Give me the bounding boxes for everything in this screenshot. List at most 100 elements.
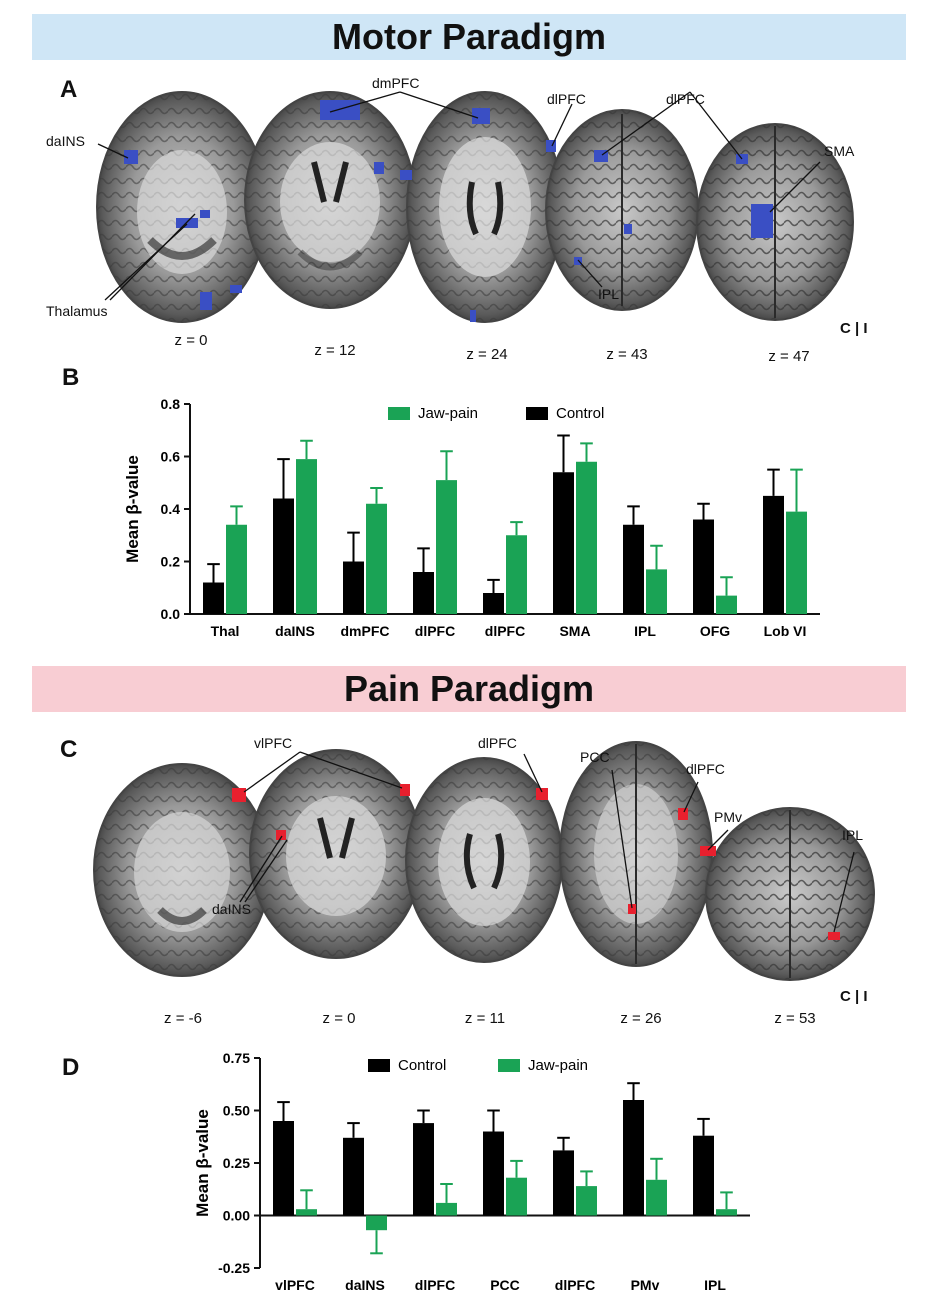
- y-tick-label: 0.00: [223, 1208, 250, 1224]
- y-tick-label: 0.4: [161, 501, 181, 517]
- brain-slice-z43: [545, 109, 699, 311]
- category-label: SMA: [559, 623, 590, 639]
- y-tick-label: -0.25: [218, 1260, 250, 1276]
- slice-label-z12: z = 12: [314, 342, 356, 359]
- slice-label-z53: z = 53: [774, 1010, 816, 1027]
- label-dains-motor: daINS: [46, 133, 85, 149]
- category-label: dmPFC: [341, 623, 390, 639]
- pain-bar-chart: -0.25 0.00 0.25 0.50 0.75 Mean β-value vlPFC da…: [193, 1050, 750, 1293]
- label-pmv: PMv: [714, 809, 742, 825]
- label-thalamus: Thalamus: [46, 303, 107, 319]
- orientation-label-motor: C | I: [840, 320, 868, 337]
- legend-swatch: [388, 407, 410, 420]
- bar: [763, 495, 784, 614]
- bar: [483, 1131, 504, 1216]
- brain-slice-z24: [406, 91, 564, 323]
- category-label: Lob VI: [764, 623, 807, 639]
- bar: [506, 1177, 527, 1216]
- bar: [553, 472, 574, 614]
- label-ipl-motor: IPL: [598, 286, 619, 302]
- pain-activations: [232, 784, 840, 940]
- bar: [646, 1179, 667, 1216]
- label-dlpfc-pain-1: dlPFC: [478, 735, 517, 751]
- category-label: dlPFC: [485, 623, 525, 639]
- slice-label-zm6: z = -6: [164, 1010, 202, 1027]
- label-dlpfc-motor-2: dlPFC: [666, 91, 705, 107]
- panel-label-b: B: [62, 364, 80, 391]
- brain-slice-z12: [244, 91, 416, 309]
- brain-slice-z0: [96, 91, 268, 323]
- bar: [623, 1100, 644, 1216]
- brain-slice-z26: [559, 741, 713, 967]
- y-tick-label: 0.50: [223, 1103, 250, 1119]
- label-dlpfc-pain-2: dlPFC: [686, 761, 725, 777]
- panel-label-d: D: [62, 1054, 80, 1081]
- legend-label: Control: [556, 405, 604, 422]
- y-axis-title: Mean β-value: [193, 1109, 212, 1217]
- label-pcc: PCC: [580, 749, 610, 765]
- slice-label-z47: z = 47: [768, 348, 810, 365]
- bar: [413, 572, 434, 614]
- slice-label-z0-pain: z = 0: [322, 1010, 356, 1027]
- slice-label-z11: z = 11: [464, 1010, 506, 1027]
- label-dains-pain: daINS: [212, 901, 251, 917]
- category-label: OFG: [700, 623, 730, 639]
- pain-paradigm-banner: Pain Paradigm: [32, 666, 906, 712]
- bar: [296, 1209, 317, 1216]
- category-label: dlPFC: [555, 1277, 595, 1293]
- motor-bar-chart: 0.0 0.2 0.4 0.6 0.8 Mean β-value Thal daINS dmPF…: [123, 396, 820, 639]
- y-tick-label: 0.75: [223, 1050, 250, 1066]
- pain-paradigm-title: Pain Paradigm: [343, 668, 595, 709]
- bar: [366, 503, 387, 614]
- bar: [716, 595, 737, 614]
- slice-label-z43: z = 43: [606, 346, 648, 363]
- label-dmpfc: dmPFC: [372, 75, 419, 91]
- y-tick-label: 0.6: [161, 449, 181, 465]
- bar: [436, 1202, 457, 1216]
- brain-slice-z11: [405, 757, 563, 963]
- slice-label-z0: z = 0: [174, 332, 208, 349]
- bar: [436, 480, 457, 614]
- bar: [343, 561, 364, 614]
- legend-label: Control: [398, 1057, 446, 1074]
- category-label: dlPFC: [415, 623, 455, 639]
- bar: [576, 1186, 597, 1216]
- category-label: daINS: [345, 1277, 385, 1293]
- brain-slice-z47: [696, 123, 854, 321]
- motor-paradigm-title: Motor Paradigm: [331, 16, 607, 57]
- legend-swatch: [526, 407, 548, 420]
- brain-slice-z0-pain: [249, 749, 423, 959]
- legend-swatch: [368, 1059, 390, 1072]
- bar: [203, 582, 224, 614]
- category-label: IPL: [704, 1277, 726, 1293]
- legend-label: Jaw-pain: [528, 1057, 588, 1074]
- bar: [693, 519, 714, 614]
- bar: [366, 1215, 387, 1231]
- bar: [786, 511, 807, 614]
- category-label: vlPFC: [275, 1277, 315, 1293]
- motor-paradigm-banner: Motor Paradigm: [32, 14, 906, 60]
- legend-label: Jaw-pain: [418, 405, 478, 422]
- bar: [273, 498, 294, 614]
- brain-slice-zm6: [93, 763, 271, 977]
- bar: [343, 1137, 364, 1216]
- bar: [716, 1209, 737, 1216]
- y-tick-label: 0.0: [161, 606, 181, 622]
- slice-label-z26: z = 26: [620, 1010, 662, 1027]
- y-tick-label: 0.25: [223, 1155, 250, 1171]
- category-label: PCC: [490, 1277, 520, 1293]
- slice-label-z24: z = 24: [466, 346, 508, 363]
- y-tick-label: 0.8: [161, 396, 181, 412]
- motor-brain-slices: daINS Thalamus dmPFC dlPFC dlPFC SMA IPL: [46, 75, 855, 323]
- bar: [296, 459, 317, 614]
- category-label: PMv: [631, 1277, 660, 1293]
- bar: [693, 1135, 714, 1216]
- motor-callouts: [97, 91, 821, 301]
- bar: [623, 524, 644, 614]
- bar: [506, 535, 527, 614]
- legend-swatch: [498, 1059, 520, 1072]
- category-label: IPL: [634, 623, 656, 639]
- y-axis-title: Mean β-value: [123, 455, 142, 563]
- bar: [226, 524, 247, 614]
- category-label: daINS: [275, 623, 315, 639]
